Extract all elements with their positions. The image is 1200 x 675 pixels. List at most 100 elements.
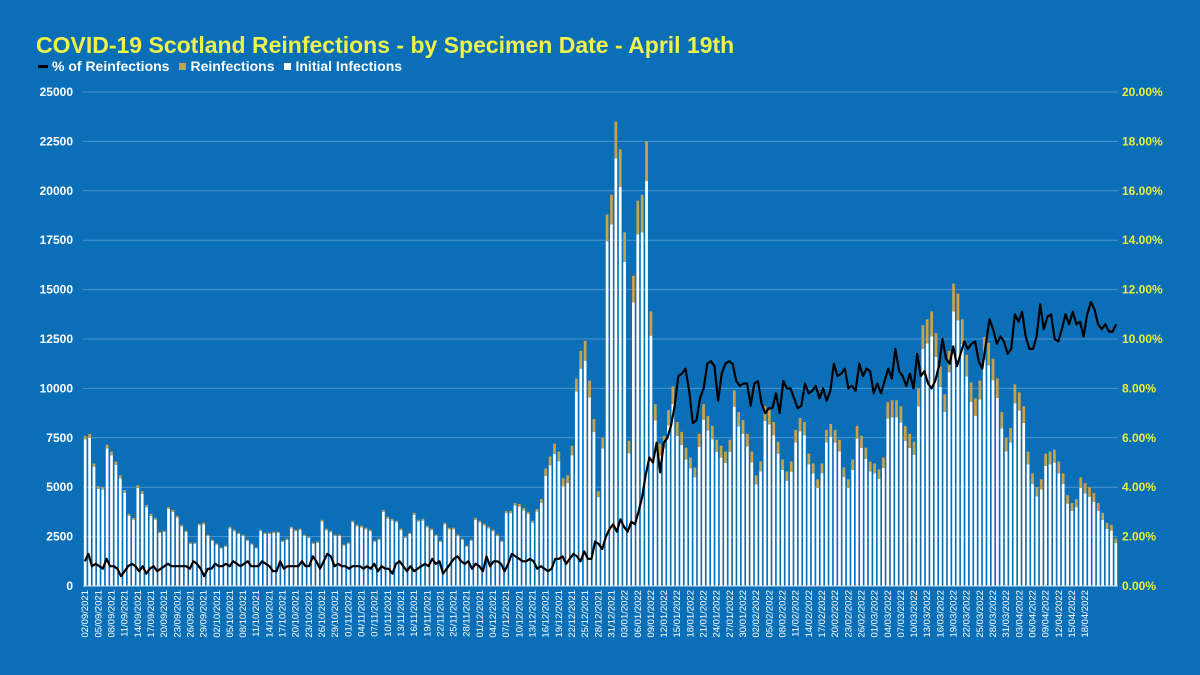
bar-initial-infections [127, 515, 131, 586]
x-axis-tick-label: 16/03/2022 [935, 590, 946, 638]
bar-reinfections [596, 491, 600, 498]
bar-reinfections [154, 517, 157, 520]
bar-reinfections [127, 513, 131, 516]
legend-label-initial: Initial Infections [295, 58, 403, 74]
bar-initial-infections [206, 536, 210, 586]
bar-reinfections [653, 404, 657, 421]
bar-reinfections [789, 461, 793, 472]
bar-initial-infections [908, 447, 912, 586]
x-axis-tick-label: 17/02/2022 [817, 590, 828, 638]
bar-reinfections [640, 194, 644, 233]
x-axis-tick-label: 08/02/2022 [778, 590, 789, 638]
bar-initial-infections [1114, 543, 1118, 586]
bar-reinfections [890, 400, 894, 418]
bar-reinfections [794, 429, 798, 443]
bar-reinfections [873, 463, 876, 474]
bar-reinfections [767, 410, 771, 425]
bar-initial-infections [364, 529, 368, 586]
bar-reinfections [232, 529, 236, 532]
bar-initial-infections [1017, 410, 1021, 586]
bar-reinfections [1110, 524, 1113, 531]
bar-reinfections [1000, 412, 1004, 429]
bar-reinfections [1079, 477, 1083, 488]
bar-reinfections [1061, 473, 1065, 485]
bar-initial-infections [88, 437, 91, 586]
bar-reinfections [1092, 493, 1096, 503]
bar-initial-infections [443, 524, 447, 586]
bar-initial-infections [474, 519, 477, 586]
bar-initial-infections [202, 524, 205, 586]
bar-initial-infections [1105, 528, 1109, 586]
legend-item-reinfections: Reinfections [179, 58, 274, 74]
bar-initial-infections [610, 224, 613, 586]
bar-reinfections [623, 232, 626, 262]
bar-initial-infections [851, 469, 855, 586]
bar-reinfections [715, 439, 719, 453]
legend: % of Reinfections Reinfections Initial I… [38, 58, 402, 74]
bar-reinfections [996, 378, 999, 398]
x-axis-tick-label: 19/12/2021 [554, 590, 565, 638]
bar-initial-infections [425, 527, 429, 586]
y2-axis-tick-label: 18.00% [1122, 134, 1163, 148]
bar-initial-infections [632, 302, 635, 586]
bar-reinfections [803, 421, 806, 436]
bar-initial-infections [921, 348, 925, 586]
bar-initial-infections [680, 444, 683, 586]
y-axis-tick-label: 17500 [40, 233, 74, 247]
x-axis-tick-label: 04/12/2021 [488, 590, 499, 638]
bar-reinfections [965, 354, 969, 377]
bar-initial-infections [838, 451, 841, 586]
bar-reinfections [785, 471, 789, 481]
bar-initial-infections [623, 261, 626, 586]
bar-initial-infections [706, 430, 710, 586]
y-axis-tick-label: 15000 [40, 283, 74, 297]
bar-initial-infections [1013, 403, 1017, 586]
bar-reinfections [364, 527, 368, 530]
bar-initial-infections [890, 417, 894, 586]
bar-initial-infections [1048, 464, 1052, 586]
bar-initial-infections [702, 419, 705, 586]
bar-initial-infections [101, 489, 105, 586]
bar-initial-infections [952, 311, 955, 586]
bar-initial-infections [136, 487, 140, 586]
x-axis-tick-label: 10/03/2022 [909, 590, 920, 638]
bar-initial-infections [991, 380, 995, 586]
bar-reinfections [684, 447, 688, 460]
bar-reinfections [167, 506, 170, 509]
bar-reinfections [811, 463, 815, 474]
bar-initial-infections [294, 531, 298, 586]
bar-initial-infections [557, 461, 561, 586]
bar-initial-infections [750, 462, 754, 586]
bar-reinfections [281, 540, 284, 542]
bar-reinfections [522, 507, 526, 511]
bar-reinfections [1013, 384, 1017, 404]
bar-initial-infections [268, 534, 271, 586]
bar-reinfections [333, 534, 337, 537]
bar-initial-infections [417, 521, 420, 586]
bar-initial-infections [772, 435, 776, 586]
bar-initial-infections [232, 531, 236, 586]
bar-initial-infections [1092, 502, 1096, 586]
bar-reinfections [860, 435, 863, 448]
bar-initial-infections [1053, 462, 1056, 586]
x-axis-tick-label: 30/01/2022 [738, 590, 749, 638]
bar-initial-infections [465, 546, 469, 586]
bar-initial-infections [960, 343, 964, 586]
bar-initial-infections [351, 522, 355, 586]
bar-reinfections [561, 478, 565, 487]
bar-initial-infections [320, 521, 324, 586]
bar-reinfections [403, 536, 407, 538]
bar-reinfections [610, 194, 613, 225]
x-axis-tick-label: 13/03/2022 [922, 590, 933, 638]
bar-reinfections [899, 406, 903, 423]
bar-reinfections [851, 459, 855, 470]
bar-reinfections [1070, 503, 1074, 511]
bar-reinfections [776, 441, 780, 454]
bar-reinfections [895, 400, 898, 418]
bar-initial-infections [820, 473, 824, 586]
bar-initial-infections [719, 457, 723, 586]
bar-initial-infections [228, 528, 232, 586]
x-axis-tick-label: 05/09/2021 [93, 590, 104, 638]
bar-reinfections [754, 475, 758, 485]
bar-initial-infections [710, 439, 714, 586]
